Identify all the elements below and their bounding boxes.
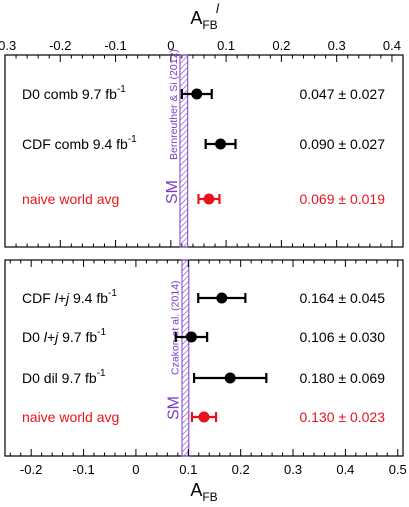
label-part: D0 dil 9.7 fb xyxy=(22,370,97,386)
label-part: -1 xyxy=(97,368,106,379)
tick-label: 0.4 xyxy=(336,462,354,477)
top-panel: AFB l -0.3 -0.2 -0.1 0 0.1 0.2 0.3 0.4 SM Bernre… xyxy=(0,1,404,248)
top-plot-frame xyxy=(4,54,404,248)
sm-citation: Czakon et al. (2014) xyxy=(170,280,182,375)
label-part: CDF xyxy=(22,290,55,306)
measurement-label: D0 l+j 9.7 fb-1 xyxy=(22,327,106,345)
sm-citation: Bernreuther & Si (2012) xyxy=(168,49,180,160)
bottom-sm-band: SM Czakon et al. (2014) xyxy=(166,259,190,457)
measurement-label: D0 comb 9.7 fb-1 xyxy=(22,84,126,102)
label-part: -1 xyxy=(128,134,137,145)
data-point xyxy=(198,411,210,423)
bottom-plot-frame xyxy=(4,259,404,457)
top-axis-title-main: A xyxy=(190,8,202,28)
data-point xyxy=(215,138,227,150)
sm-label: SM xyxy=(166,396,183,420)
measurement-row: D0 dil 9.7 fb-1 0.180 ± 0.069 xyxy=(22,368,385,386)
measurement-value: 0.047 ± 0.027 xyxy=(299,86,385,102)
tick-label: 0.1 xyxy=(179,462,197,477)
measurement-row: naive world avg 0.130 ± 0.023 xyxy=(22,409,385,425)
measurement-value: 0.069 ± 0.019 xyxy=(299,191,385,207)
tick-label: 0.3 xyxy=(284,462,302,477)
tick-label: 0 xyxy=(132,462,139,477)
label-part: D0 comb 9.7 fb xyxy=(22,86,117,102)
measurement-label: CDF comb 9.4 fb-1 xyxy=(22,134,137,152)
tick-label: -0.2 xyxy=(20,462,42,477)
bottom-axis-ticks: -0.2 -0.1 0 0.1 0.2 0.3 0.4 0.5 xyxy=(9,260,407,477)
measurement-label: naive world avg xyxy=(22,191,119,207)
data-point xyxy=(216,292,228,304)
tick-label: 0 xyxy=(167,38,174,53)
measurement-label: D0 dil 9.7 fb-1 xyxy=(22,368,106,386)
label-part: -1 xyxy=(117,84,126,95)
measurement-row: CDF l+j 9.4 fb-1 0.164 ± 0.045 xyxy=(22,288,385,306)
tick-label: -0.1 xyxy=(72,462,94,477)
tick-label: 0.5 xyxy=(389,462,407,477)
measurement-value: 0.090 ± 0.027 xyxy=(299,136,385,152)
tick-label: 0.3 xyxy=(328,38,346,53)
top-axis-title-sub: FB xyxy=(202,18,217,32)
tick-label: 0.1 xyxy=(217,38,235,53)
tick-label: 0.2 xyxy=(232,462,250,477)
top-axis-title: AFB xyxy=(190,8,217,32)
tick-label: -0.2 xyxy=(49,38,71,53)
sm-band-rect xyxy=(181,259,190,457)
bottom-axis-title-sub: FB xyxy=(202,490,217,504)
label-part: -1 xyxy=(97,327,106,338)
sm-label: SM xyxy=(164,180,181,204)
top-axis-ticks: -0.3 -0.2 -0.1 0 0.1 0.2 0.3 0.4 xyxy=(0,38,404,247)
label-part: -1 xyxy=(108,288,117,299)
sm-band-rect xyxy=(179,54,189,248)
bottom-axis-title-main: A xyxy=(190,480,202,500)
label-part: D0 xyxy=(22,329,44,345)
data-point xyxy=(224,372,236,384)
measurement-label: naive world avg xyxy=(22,409,119,425)
measurement-row: naive world avg 0.069 ± 0.019 xyxy=(22,191,385,207)
label-part: CDF comb 9.4 fb xyxy=(22,136,128,152)
measurement-value: 0.180 ± 0.069 xyxy=(299,370,385,386)
top-sm-band: SM Bernreuther & Si (2012) xyxy=(164,49,189,248)
measurement-row: D0 l+j 9.7 fb-1 0.106 ± 0.030 xyxy=(22,327,385,345)
label-part: l+j xyxy=(55,290,70,306)
measurement-label: CDF l+j 9.4 fb-1 xyxy=(22,288,117,306)
tick-label: 0.4 xyxy=(383,38,401,53)
label-part: naive world avg xyxy=(22,191,119,207)
tick-label: -0.1 xyxy=(104,38,126,53)
measurement-value: 0.164 ± 0.045 xyxy=(299,290,385,306)
label-part: 9.4 fb xyxy=(69,290,108,306)
measurement-value: 0.130 ± 0.023 xyxy=(299,409,385,425)
data-point xyxy=(185,331,197,343)
measurement-row: D0 comb 9.7 fb-1 0.047 ± 0.027 xyxy=(22,84,385,102)
label-part: 9.7 fb xyxy=(58,329,97,345)
top-axis-title-superscript: l xyxy=(216,1,220,16)
bottom-axis-title: AFB xyxy=(190,480,217,504)
data-point xyxy=(203,193,215,205)
tick-label: -0.3 xyxy=(0,38,16,53)
label-part: l+j xyxy=(44,329,59,345)
label-part: naive world avg xyxy=(22,409,119,425)
measurement-value: 0.106 ± 0.030 xyxy=(299,329,385,345)
data-point xyxy=(191,88,203,100)
measurement-row: CDF comb 9.4 fb-1 0.090 ± 0.027 xyxy=(22,134,385,152)
tick-label: 0.2 xyxy=(272,38,290,53)
